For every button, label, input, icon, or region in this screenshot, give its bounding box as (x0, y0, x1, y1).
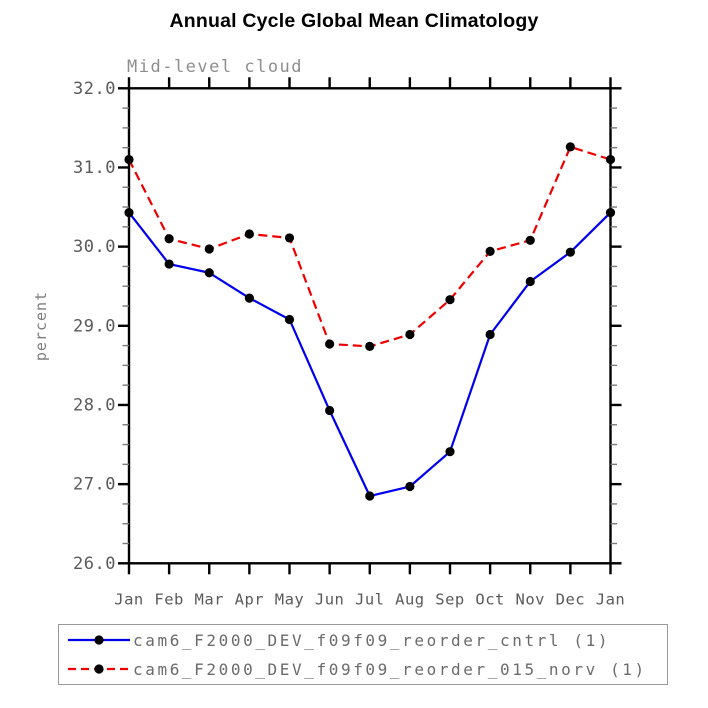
x-tick-label: Jul (355, 590, 385, 608)
data-point-marker (405, 481, 415, 492)
y-tick-label: 26.0 (73, 554, 116, 574)
data-point-marker (284, 233, 295, 243)
data-point-marker (605, 154, 616, 165)
data-point-marker (325, 339, 335, 349)
x-tick-label: Mar (195, 590, 225, 608)
data-point-marker (445, 295, 455, 305)
x-tick-label: Oct (475, 590, 505, 608)
data-point-marker (164, 259, 174, 269)
data-point-marker (164, 234, 174, 244)
data-point-marker (325, 405, 335, 416)
data-point-marker (244, 229, 254, 239)
y-axis-title: percent (32, 291, 50, 361)
data-point-marker (365, 341, 375, 351)
legend-label-norv: cam6_F2000_DEV_f09f09_reorder_015_norv (… (133, 659, 647, 679)
series-line-norv (128, 145, 611, 348)
legend-line-sample-dashed (68, 664, 130, 674)
data-point-marker (445, 447, 455, 457)
data-point-marker (124, 207, 134, 218)
x-tick-label: Dec (556, 590, 586, 608)
x-tick-label: Jan (114, 590, 144, 608)
x-tick-label: May (275, 590, 305, 608)
data-point-marker (405, 329, 415, 340)
annual-cycle-plot: 26.0 27.0 28.0 29.0 30.0 31.0 32.0 Jan Feb Mar Apr… (32, 77, 626, 608)
data-point-marker (485, 329, 495, 340)
legend-line-sample-solid (68, 635, 130, 645)
y-tick-label: 27.0 (73, 475, 116, 495)
x-tick-label: Jun (315, 590, 345, 608)
data-point-marker (485, 246, 495, 256)
legend-marker-dot (94, 635, 104, 645)
data-point-marker (124, 154, 134, 165)
legend-marker-dot (94, 664, 104, 674)
y-tick-label: 32.0 (73, 79, 116, 99)
y-tick-label: 28.0 (73, 395, 116, 415)
data-point-marker (365, 491, 375, 501)
series-line-cntrl (128, 211, 612, 498)
data-point-marker (204, 244, 214, 254)
x-tick-label: Apr (235, 590, 265, 608)
legend-box: cam6_F2000_DEV_f09f09_reorder_cntrl (1) … (58, 624, 668, 685)
legend-item-norv: cam6_F2000_DEV_f09f09_reorder_015_norv (… (59, 655, 667, 684)
x-tick-label: Nov (516, 590, 546, 608)
data-point-marker (565, 247, 575, 257)
y-tick-label: 30.0 (73, 237, 116, 257)
data-point-marker (565, 142, 575, 152)
y-tick-label: 31.0 (73, 158, 116, 178)
data-point-marker (244, 293, 254, 303)
data-point-marker (284, 314, 295, 325)
chart-title: Annual Cycle Global Mean Climatology (169, 10, 539, 32)
x-tick-label: Feb (154, 590, 184, 608)
y-tick-label: 29.0 (73, 316, 116, 336)
x-tick-label: Sep (435, 590, 465, 608)
x-tick-label: Aug (395, 590, 425, 608)
data-point-marker (605, 207, 616, 218)
legend-label-cntrl: cam6_F2000_DEV_f09f09_reorder_cntrl (1) (133, 630, 611, 650)
data-point-marker (525, 276, 535, 287)
data-point-marker (525, 235, 535, 245)
x-tick-label: Jan (596, 590, 626, 608)
legend-item-cntrl: cam6_F2000_DEV_f09f09_reorder_cntrl (1) (59, 626, 667, 655)
data-point-marker (204, 268, 214, 278)
chart-subtitle: Mid-level cloud (127, 57, 304, 77)
